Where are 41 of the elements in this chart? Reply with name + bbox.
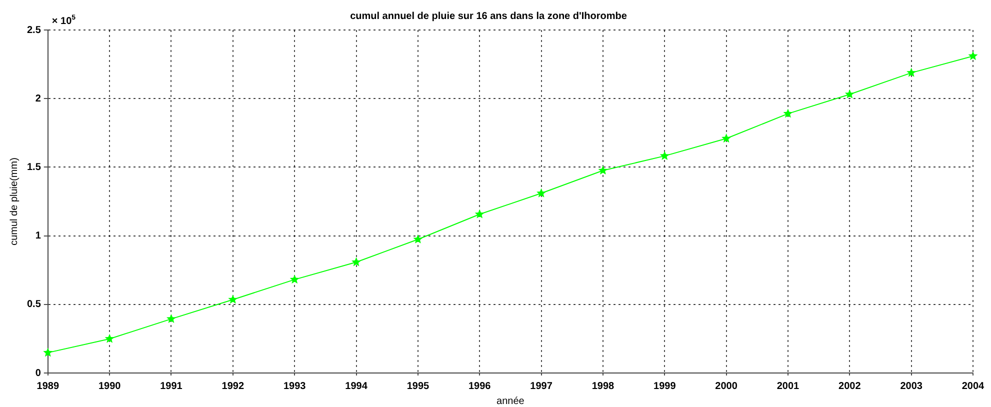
- y-tick-label: 1.5: [26, 162, 42, 173]
- x-tick-label: 1997: [530, 380, 553, 392]
- y-tick-label: 0: [35, 368, 42, 379]
- x-tick-label: 2004: [962, 380, 985, 392]
- x-tick-label: 1996: [468, 380, 492, 392]
- x-tick-label: 2000: [715, 380, 738, 392]
- point: [228, 294, 238, 304]
- x-tick-label: 1991: [160, 380, 183, 392]
- x-tick-label: 2003: [900, 380, 923, 392]
- point: [290, 274, 300, 284]
- point: [166, 314, 176, 323]
- point: [783, 108, 793, 118]
- x-tick-label: 1993: [283, 380, 306, 392]
- point: [43, 348, 53, 357]
- point: [968, 51, 978, 60]
- x-tick-label: 1992: [222, 380, 244, 392]
- point: [906, 68, 916, 77]
- x-tick-label: 2002: [838, 380, 862, 392]
- point: [598, 165, 608, 175]
- x-tick-label: 1999: [654, 380, 676, 392]
- chart-title: cumul annuel de pluie sur 16 ans dans la zone d'Ihorombe: [350, 10, 628, 22]
- point: [536, 188, 546, 198]
- point: [413, 234, 423, 244]
- x-tick-label: 1990: [98, 380, 122, 392]
- point: [104, 334, 114, 343]
- point: [660, 150, 670, 160]
- y-tick-label: 1: [35, 230, 42, 242]
- point: [722, 134, 732, 143]
- point: [474, 209, 484, 218]
- point: [844, 89, 854, 98]
- y-axis-title: cumul de pluie(mm): [8, 158, 20, 246]
- x-axis-title: année: [496, 396, 525, 407]
- point: [352, 257, 362, 266]
- y-tick-label: 2.5: [26, 24, 42, 36]
- x-tick-label: 2001: [776, 380, 800, 392]
- x-tick-label: 1994: [345, 380, 368, 392]
- x-tick-label: 1995: [406, 380, 430, 392]
- y-tick-label: 2: [35, 93, 42, 104]
- x-tick-label: 1998: [592, 380, 615, 392]
- x-tick-label: 1989: [36, 380, 60, 392]
- y-tick-label: 0.5: [26, 299, 42, 310]
